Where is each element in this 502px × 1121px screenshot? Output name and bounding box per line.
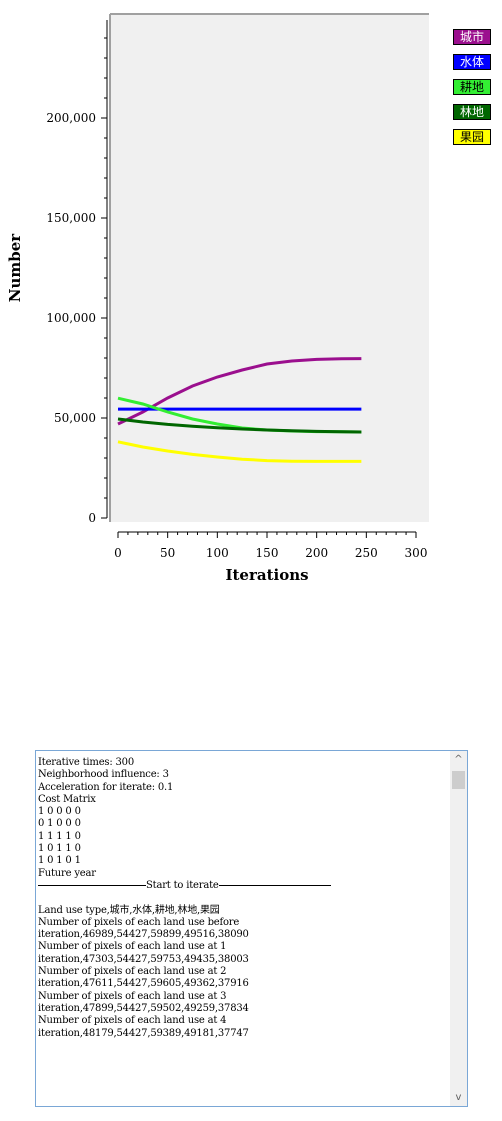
legend-item: 果园 bbox=[453, 129, 491, 145]
x-tick-label: 150 bbox=[256, 546, 279, 560]
legend-item: 耕地 bbox=[453, 79, 491, 95]
y-axis: 0 50,000 100,000 150,000 200,000 bbox=[46, 20, 108, 525]
iterate-separator: Start to iterate bbox=[38, 880, 448, 892]
series-line-0 bbox=[117, 357, 362, 426]
y-tick-label: 50,000 bbox=[54, 411, 96, 425]
x-axis-title: Iterations bbox=[225, 566, 308, 584]
y-tick-label: 200,000 bbox=[46, 111, 96, 125]
x-tick-label: 300 bbox=[405, 546, 428, 560]
scroll-up-icon[interactable]: ^ bbox=[454, 754, 463, 765]
x-tick-label: 50 bbox=[160, 546, 175, 560]
y-tick-label: 0 bbox=[88, 511, 96, 525]
y-tick-label: 150,000 bbox=[46, 211, 96, 225]
scroll-thumb[interactable] bbox=[452, 771, 465, 789]
x-axis: 0 50 100 150 200 250 300 bbox=[114, 531, 428, 560]
log-textarea[interactable]: Iterative times: 300 Neighborhood influe… bbox=[35, 750, 468, 1107]
x-tick-label: 250 bbox=[355, 546, 378, 560]
legend-item: 水体 bbox=[453, 54, 491, 70]
scroll-down-icon[interactable]: v bbox=[455, 1092, 462, 1103]
x-tick-label: 0 bbox=[114, 546, 122, 560]
land-use-line-chart: 0 50,000 100,000 150,000 200,000 0 50 100 150 20… bbox=[6, 13, 429, 584]
y-axis-title: Number bbox=[6, 233, 24, 303]
legend-item: 林地 bbox=[453, 104, 491, 120]
series-line-4 bbox=[117, 440, 362, 463]
plot-area bbox=[110, 14, 429, 522]
x-tick-label: 100 bbox=[206, 546, 229, 560]
log-text: Iterative times: 300 Neighborhood influe… bbox=[38, 757, 448, 1040]
y-tick-label: 100,000 bbox=[46, 311, 96, 325]
vertical-scrollbar[interactable]: ^ v bbox=[450, 751, 467, 1106]
legend-item: 城市 bbox=[453, 29, 491, 45]
series-line-3 bbox=[117, 417, 362, 434]
series-lines bbox=[117, 357, 362, 463]
x-tick-label: 200 bbox=[305, 546, 328, 560]
separator-label: Start to iterate bbox=[146, 879, 219, 891]
